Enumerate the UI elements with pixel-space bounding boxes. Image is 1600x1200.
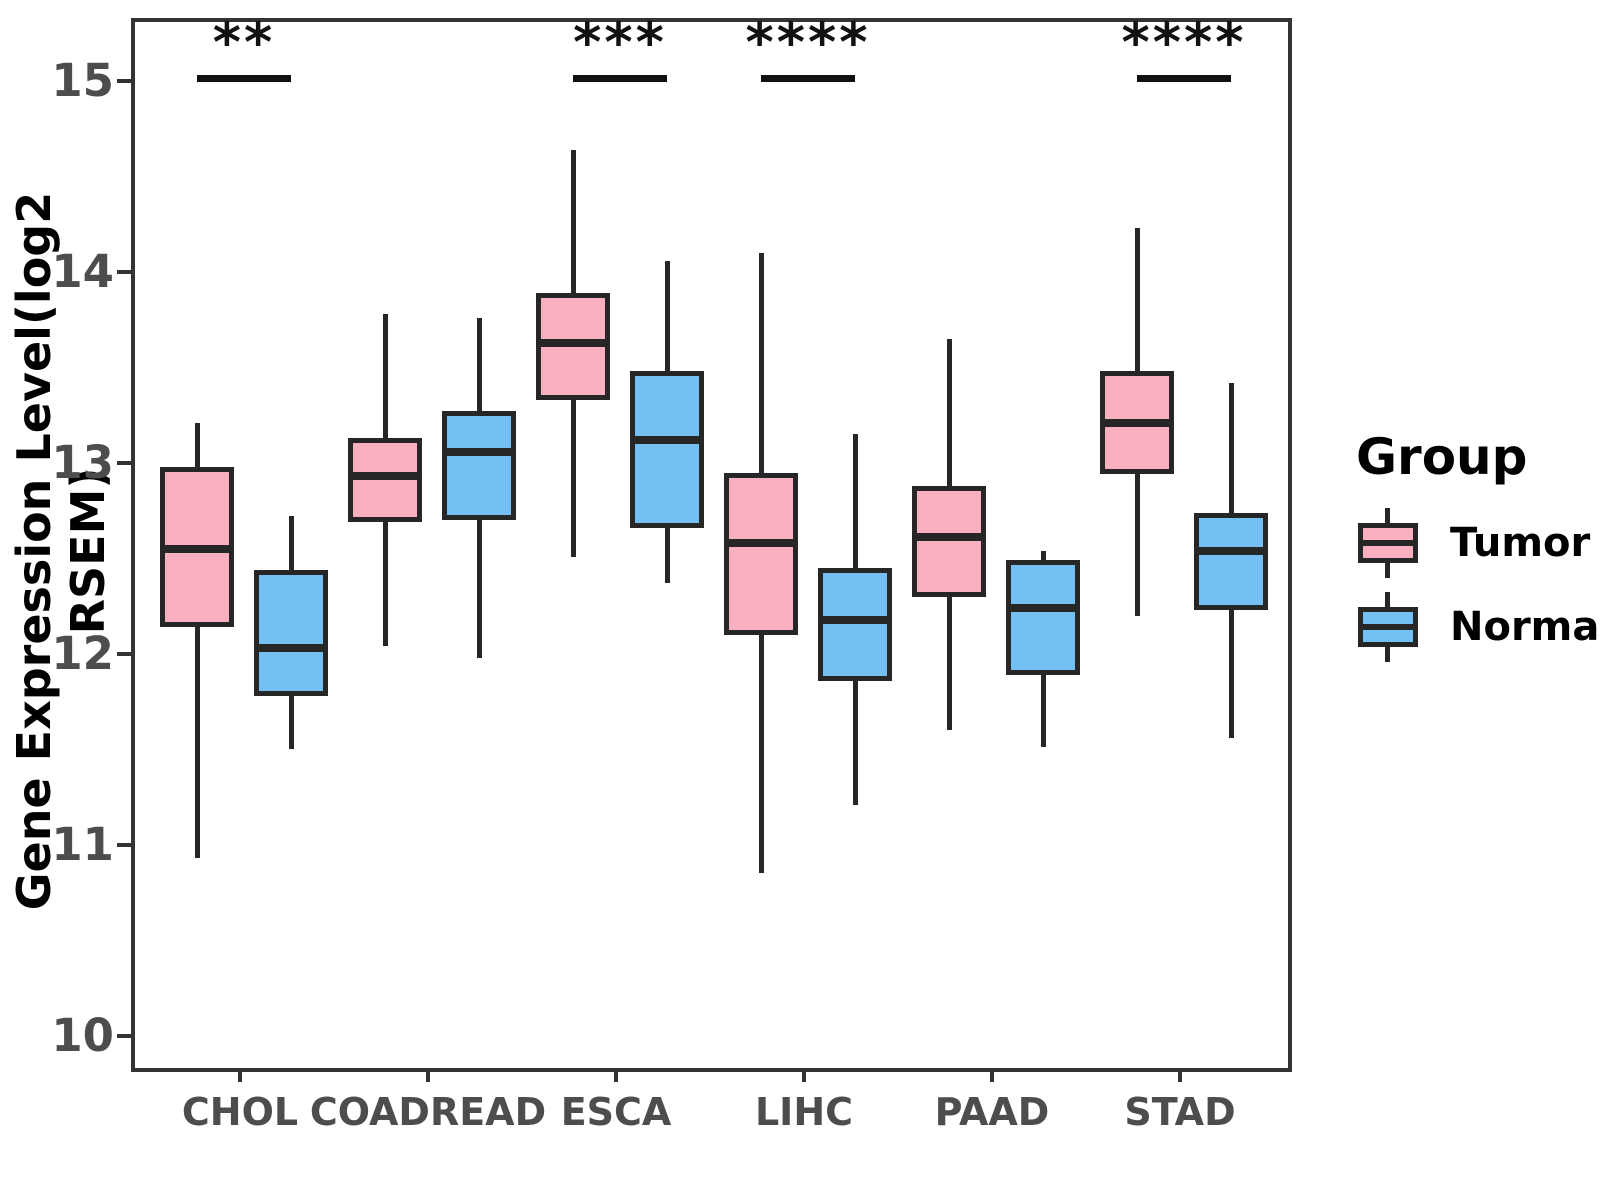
normal-box-LIHC [818, 568, 892, 681]
legend-entry-tumor: Tumor [1330, 508, 1600, 578]
significance-bar-STAD [1137, 75, 1231, 83]
x-tick-mark [990, 1068, 994, 1082]
x-tick-label: ESCA [560, 1090, 672, 1134]
normal-box-COADREAD-median [446, 447, 512, 456]
tumor-box-COADREAD-median [352, 472, 418, 481]
x-tick-label: STAD [1124, 1090, 1236, 1134]
tumor-box-ESCA-median [540, 338, 606, 347]
significance-bar-CHOL [197, 75, 291, 83]
significance-stars-ESCA: *** [573, 11, 667, 75]
x-tick-label: PAAD [934, 1090, 1050, 1134]
plot-panel: ** *** **** **** [131, 13, 1292, 1072]
tumor-box-CHOL-whisker [195, 422, 200, 859]
x-tick-mark [614, 1068, 618, 1082]
legend-title: Group [1356, 428, 1528, 486]
normal-box-ESCA-median [634, 436, 700, 445]
normal-box-PAAD-median [1010, 604, 1076, 613]
y-tick-mark [117, 460, 131, 465]
y-tick-mark [117, 79, 131, 83]
y-tick-mark [117, 1033, 131, 1038]
x-tick-mark [238, 1068, 242, 1082]
legend-entry-normal: Normal [1330, 592, 1600, 662]
normal-box-COADREAD [442, 411, 516, 521]
y-tick-label: 11 [51, 817, 114, 871]
significance-stars-CHOL: ** [212, 11, 276, 75]
normal-box-STAD [1194, 512, 1268, 610]
normal-box-CHOL-median [258, 644, 324, 653]
y-tick-label: 14 [51, 244, 114, 298]
legend: Group Tumor Normal [1330, 428, 1600, 676]
tumor-box-LIHC-median [728, 539, 794, 548]
significance-bar-ESCA [573, 75, 667, 83]
significance-stars-STAD: **** [1121, 11, 1247, 75]
legend-label-tumor: Tumor [1450, 520, 1591, 566]
significance-bar-LIHC [761, 75, 855, 83]
tumor-box-LIHC [724, 472, 798, 635]
y-tick-label: 12 [51, 626, 114, 680]
tumor-boxplot-key-icon [1356, 508, 1420, 578]
x-tick-label: COADREAD [309, 1090, 547, 1134]
legend-label-normal: Normal [1450, 604, 1600, 650]
y-tick-mark [117, 842, 131, 847]
x-tick-mark [1178, 1068, 1182, 1082]
y-tick-mark [117, 651, 131, 656]
y-tick-label: 15 [51, 54, 114, 107]
x-tick-mark [802, 1068, 806, 1082]
tumor-box-CHOL-median [164, 544, 230, 553]
y-tick-label: 13 [51, 435, 114, 489]
significance-stars-LIHC: **** [745, 11, 871, 75]
normal-box-CHOL [254, 569, 328, 696]
normal-box-ESCA [630, 371, 704, 528]
normal-boxplot-key-icon [1356, 592, 1420, 662]
x-tick-label: CHOL [181, 1090, 299, 1134]
normal-box-PAAD [1006, 560, 1080, 675]
x-tick-mark [426, 1068, 430, 1082]
tumor-box-PAAD-median [916, 533, 982, 542]
normal-box-STAD-median [1198, 546, 1264, 555]
y-tick-mark [117, 269, 131, 274]
tumor-box-STAD-median [1104, 418, 1170, 427]
normal-box-LIHC-median [822, 615, 888, 624]
x-tick-label: LIHC [754, 1090, 854, 1134]
y-tick-label: 10 [51, 1008, 114, 1062]
